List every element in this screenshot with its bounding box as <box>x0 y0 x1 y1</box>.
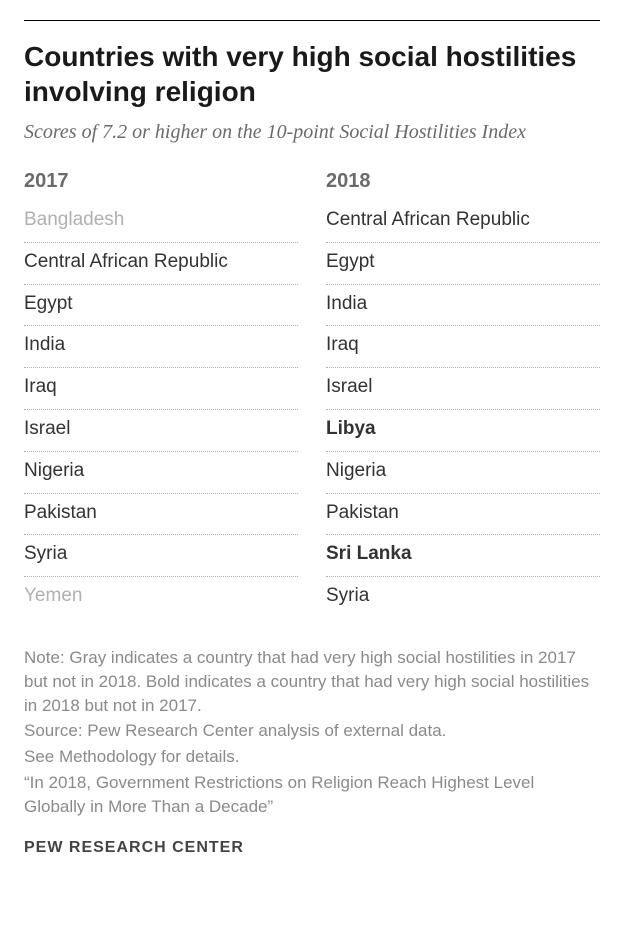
column-2018: 2018Central African RepublicEgyptIndiaIr… <box>326 170 600 618</box>
list-item: Sri Lanka <box>326 535 600 577</box>
notes-block: Note: Gray indicates a country that had … <box>24 646 600 819</box>
note-reference: “In 2018, Government Restrictions on Rel… <box>24 771 600 819</box>
list-item: Israel <box>24 410 298 452</box>
list-item: Iraq <box>326 326 600 368</box>
chart-container: Countries with very high social hostilit… <box>0 0 624 881</box>
list-item: India <box>326 285 600 327</box>
list-item: Libya <box>326 410 600 452</box>
list-item: Syria <box>24 535 298 577</box>
note-source: Source: Pew Research Center analysis of … <box>24 719 600 743</box>
list-item: Iraq <box>24 368 298 410</box>
top-rule <box>24 20 600 21</box>
list-item: Israel <box>326 368 600 410</box>
note-explain: Note: Gray indicates a country that had … <box>24 646 600 717</box>
columns-wrap: 2017BangladeshCentral African RepublicEg… <box>24 170 600 618</box>
column-header: 2017 <box>24 170 298 201</box>
list-item: Yemen <box>24 577 298 618</box>
list-item: Syria <box>326 577 600 618</box>
footer-brand: PEW RESEARCH CENTER <box>24 839 600 857</box>
list-item: Central African Republic <box>326 201 600 243</box>
list-item: Egypt <box>24 285 298 327</box>
list-item: Pakistan <box>24 494 298 536</box>
column-header: 2018 <box>326 170 600 201</box>
column-2017: 2017BangladeshCentral African RepublicEg… <box>24 170 298 618</box>
list-item: Central African Republic <box>24 243 298 285</box>
chart-title: Countries with very high social hostilit… <box>24 39 600 109</box>
list-item: Nigeria <box>24 452 298 494</box>
list-item: Pakistan <box>326 494 600 536</box>
list-item: Egypt <box>326 243 600 285</box>
list-item: Bangladesh <box>24 201 298 243</box>
list-item: Nigeria <box>326 452 600 494</box>
chart-subtitle: Scores of 7.2 or higher on the 10-point … <box>24 119 600 146</box>
note-method: See Methodology for details. <box>24 745 600 769</box>
list-item: India <box>24 326 298 368</box>
